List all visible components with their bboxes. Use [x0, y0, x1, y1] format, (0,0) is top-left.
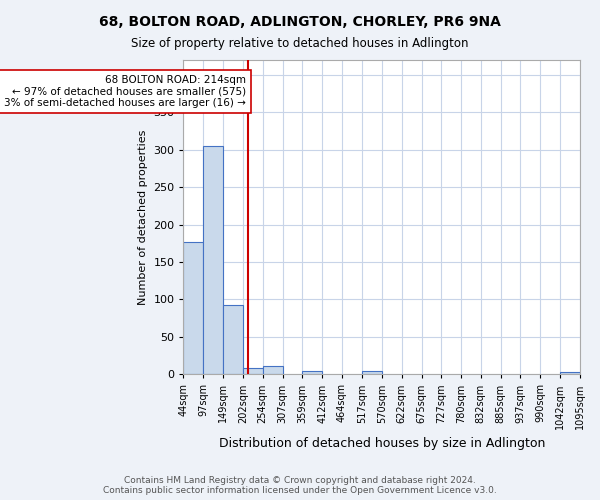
- Text: 68, BOLTON ROAD, ADLINGTON, CHORLEY, PR6 9NA: 68, BOLTON ROAD, ADLINGTON, CHORLEY, PR6…: [99, 15, 501, 29]
- Bar: [203, 146, 223, 374]
- Bar: [362, 372, 382, 374]
- Bar: [560, 372, 580, 374]
- Text: 68 BOLTON ROAD: 214sqm
← 97% of detached houses are smaller (575)
3% of semi-det: 68 BOLTON ROAD: 214sqm ← 97% of detached…: [4, 75, 246, 108]
- Text: Size of property relative to detached houses in Adlington: Size of property relative to detached ho…: [131, 38, 469, 51]
- Bar: [302, 372, 322, 374]
- Y-axis label: Number of detached properties: Number of detached properties: [138, 130, 148, 305]
- X-axis label: Distribution of detached houses by size in Adlington: Distribution of detached houses by size …: [218, 437, 545, 450]
- Bar: [184, 242, 203, 374]
- Bar: [243, 368, 263, 374]
- Bar: [223, 306, 243, 374]
- Bar: [263, 366, 283, 374]
- Text: Contains HM Land Registry data © Crown copyright and database right 2024.
Contai: Contains HM Land Registry data © Crown c…: [103, 476, 497, 495]
